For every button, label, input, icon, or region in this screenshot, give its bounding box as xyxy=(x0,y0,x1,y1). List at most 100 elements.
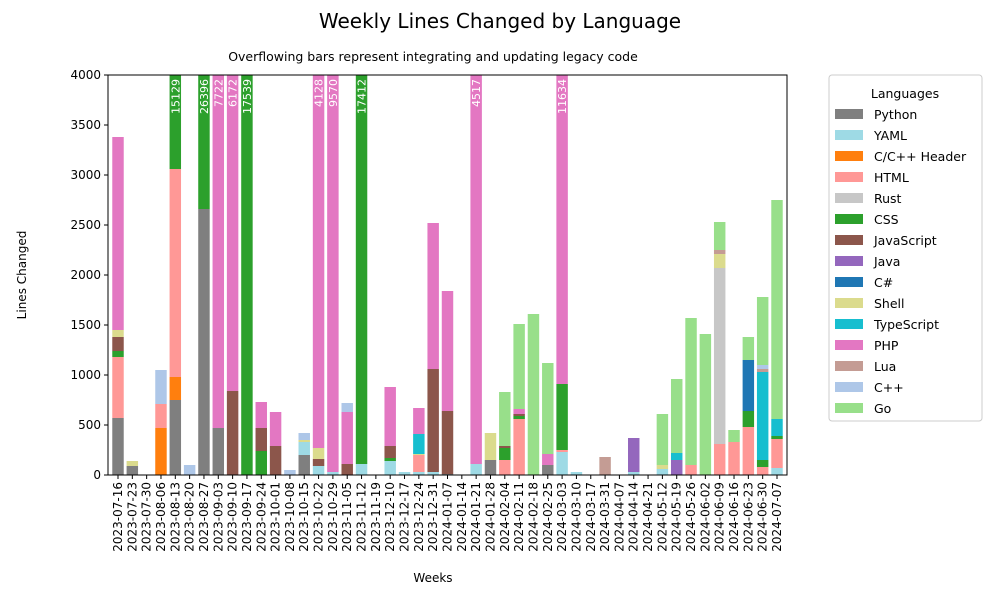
bar-segment xyxy=(771,419,783,436)
bar-segment xyxy=(499,446,511,448)
legend-swatch xyxy=(835,109,863,119)
bar-segment xyxy=(384,446,396,458)
bar-segment xyxy=(513,419,525,475)
overflow-label: 4128 xyxy=(313,79,326,107)
bar-segment xyxy=(484,433,497,460)
legend-label: Rust xyxy=(874,191,902,206)
bar-segment xyxy=(756,372,769,460)
y-tick-label: 4000 xyxy=(70,68,101,82)
bar-segment xyxy=(441,411,454,474)
bar-segment xyxy=(126,466,139,475)
x-axis-label: Weeks xyxy=(413,571,452,585)
bar-segment xyxy=(670,379,683,453)
bar-segment xyxy=(685,465,697,475)
y-tick-label: 3000 xyxy=(70,168,101,182)
x-tick-label: 2023-10-22 xyxy=(312,482,326,552)
bar-segment xyxy=(771,468,783,475)
y-tick-label: 0 xyxy=(93,468,101,482)
bar-segment xyxy=(728,430,740,442)
bar-segment xyxy=(355,464,368,475)
bar-segment xyxy=(341,464,353,475)
bar-segment xyxy=(413,455,425,472)
bar-segment xyxy=(756,297,769,365)
x-tick-label: 2023-12-31 xyxy=(426,482,440,552)
bar-segment xyxy=(212,428,225,475)
bar-segment xyxy=(513,414,525,416)
x-tick-label: 2024-04-21 xyxy=(641,482,655,552)
x-tick-label: 2024-04-14 xyxy=(627,482,641,552)
chart-title: Weekly Lines Changed by Language xyxy=(319,9,681,33)
legend: Languages Python YAML C/C++ Header HTML Rust… xyxy=(828,74,983,422)
bar-segment xyxy=(656,469,669,475)
legend-label: CSS xyxy=(874,212,899,227)
bar-segment xyxy=(556,450,568,452)
bar-segment xyxy=(312,466,325,475)
bar-segment xyxy=(298,442,310,455)
bar-segment xyxy=(656,414,669,465)
legend-label: TypeScript xyxy=(873,317,939,332)
x-tick-label: 2024-03-03 xyxy=(555,482,569,552)
x-tick-label: 2023-10-29 xyxy=(326,482,340,552)
bar-segment xyxy=(656,465,669,469)
bar-segment xyxy=(384,458,396,461)
bar-segment xyxy=(298,440,310,442)
bar-segment xyxy=(542,454,554,465)
bar-segment xyxy=(499,392,511,446)
bar-segment xyxy=(384,387,396,446)
y-tick-label: 1500 xyxy=(70,318,101,332)
bar-segment xyxy=(427,472,439,475)
x-tick-label: 2023-10-01 xyxy=(269,482,283,552)
bar-segment xyxy=(112,330,124,337)
overflow-label: 9570 xyxy=(327,79,340,107)
bar-segment xyxy=(112,351,124,357)
x-tick-label: 2023-11-19 xyxy=(369,482,383,552)
bar-segment xyxy=(112,418,124,475)
x-tick-label: 2023-09-17 xyxy=(240,482,254,552)
bar-segment xyxy=(556,75,568,384)
bar-segment xyxy=(513,409,525,414)
x-tick-label: 2023-12-10 xyxy=(383,482,397,552)
overflow-label: 15129 xyxy=(169,79,182,114)
bar-segment xyxy=(756,369,769,372)
legend-box xyxy=(828,74,983,422)
x-tick-label: 2024-06-23 xyxy=(741,482,755,552)
x-tick-label: 2024-04-07 xyxy=(612,482,626,552)
bar-segment xyxy=(112,137,124,330)
x-tick-label: 2024-03-17 xyxy=(584,482,598,552)
overflow-label: 17412 xyxy=(356,79,369,114)
legend-label: Shell xyxy=(874,296,905,311)
bar-segment xyxy=(341,403,353,412)
bar-segment xyxy=(298,455,310,475)
bar-segment xyxy=(169,169,182,377)
x-tick-label: 2024-01-07 xyxy=(441,482,455,552)
bar-segment xyxy=(670,453,683,460)
bar-segment xyxy=(413,408,425,434)
bar-segment xyxy=(756,460,769,467)
overflow-label: 4517 xyxy=(470,79,483,107)
x-tick-label: 2023-12-17 xyxy=(398,482,412,552)
bar-segment xyxy=(513,324,525,409)
legend-label: C++ xyxy=(874,380,904,395)
legend-swatch xyxy=(835,256,863,266)
legend-label: Lua xyxy=(874,359,896,374)
overflow-label: 7722 xyxy=(212,79,225,107)
bar-segment xyxy=(312,448,325,459)
bar-segment xyxy=(155,370,167,404)
bar-segment xyxy=(542,363,554,454)
legend-label: HTML xyxy=(874,170,909,185)
y-tick-label: 1000 xyxy=(70,368,101,382)
legend-swatch xyxy=(835,235,863,245)
legend-swatch xyxy=(835,151,863,161)
bar-segment xyxy=(413,454,425,455)
legend-swatch xyxy=(835,361,863,371)
legend-swatch xyxy=(835,403,863,413)
bar-segment xyxy=(742,337,755,360)
x-tick-label: 2024-06-30 xyxy=(756,482,770,552)
bar-segment xyxy=(771,200,783,419)
bar-segment xyxy=(771,436,783,439)
bar-segment xyxy=(756,365,769,369)
x-tick-label: 2024-05-26 xyxy=(684,482,698,552)
bar-segment xyxy=(312,459,325,466)
legend-label: C/C++ Header xyxy=(874,149,967,164)
bar-segment xyxy=(499,448,511,460)
